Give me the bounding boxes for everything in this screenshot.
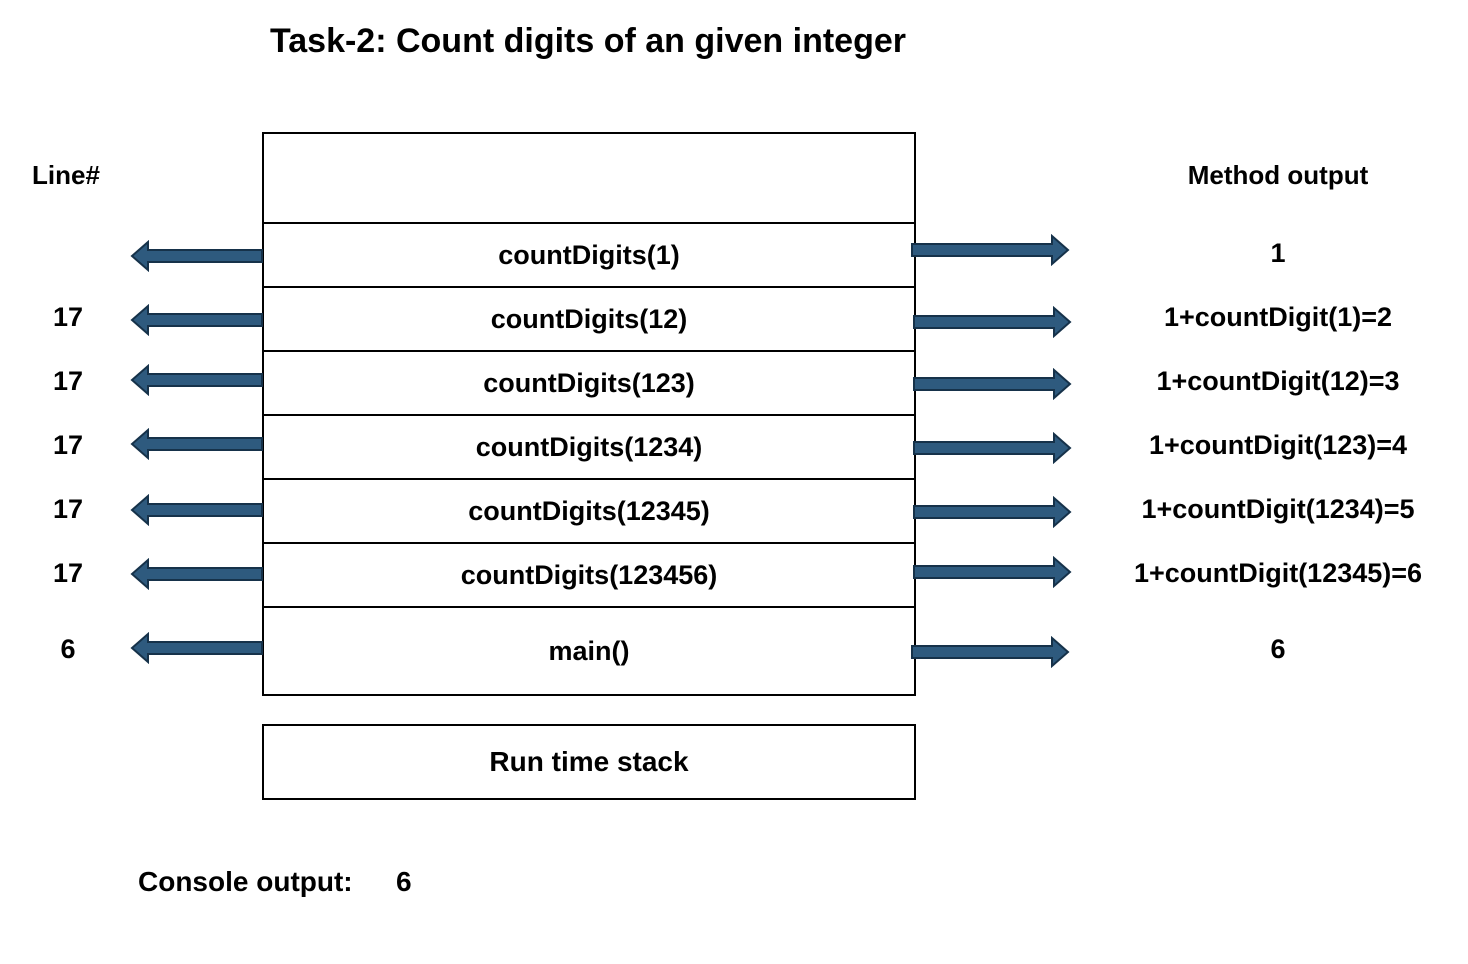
line-number-header: Line# bbox=[32, 160, 100, 190]
right-arrow-icon bbox=[913, 556, 1072, 588]
left-arrow-icon bbox=[130, 428, 263, 460]
left-arrow-icon bbox=[130, 632, 263, 664]
method-output: 1+countDigit(1234)=5 bbox=[1141, 494, 1415, 524]
method-output-header: Method output bbox=[1187, 160, 1369, 190]
method-output: 1+countDigit(123)=4 bbox=[1148, 430, 1408, 460]
stack-frame: countDigits(1234) bbox=[264, 414, 914, 478]
stack-caption: Run time stack bbox=[262, 724, 916, 800]
method-output: 1+countDigit(12345)=6 bbox=[1133, 558, 1423, 588]
right-arrow-icon bbox=[911, 234, 1070, 266]
stack-frame: countDigits(12345) bbox=[264, 478, 914, 542]
stack-frame: countDigits(1) bbox=[264, 222, 914, 286]
right-arrow-icon bbox=[913, 496, 1072, 528]
console-output-value: 6 bbox=[396, 866, 412, 897]
left-arrow-icon bbox=[130, 240, 263, 272]
left-arrow-icon bbox=[130, 558, 263, 590]
runtime-stack: countDigits(1) countDigits(12) countDigi… bbox=[262, 132, 916, 696]
stack-frame-main: main() bbox=[264, 606, 914, 694]
diagram-title: Task-2: Count digits of an given integer bbox=[270, 22, 906, 60]
line-number: 17 bbox=[52, 366, 84, 396]
left-arrow-icon bbox=[130, 494, 263, 526]
stack-frame: countDigits(123456) bbox=[264, 542, 914, 606]
left-arrow-icon bbox=[130, 304, 263, 336]
method-output: 1+countDigit(1)=2 bbox=[1163, 302, 1393, 332]
console-output-label: Console output: bbox=[138, 866, 353, 897]
right-arrow-icon bbox=[913, 306, 1072, 338]
empty-stack-slot bbox=[264, 134, 914, 222]
line-number: 6 bbox=[60, 634, 76, 664]
method-output: 1+countDigit(12)=3 bbox=[1156, 366, 1400, 396]
stack-frame: countDigits(123) bbox=[264, 350, 914, 414]
right-arrow-icon bbox=[913, 368, 1072, 400]
line-number: 17 bbox=[52, 558, 84, 588]
line-number: 17 bbox=[52, 302, 84, 332]
stack-frame: countDigits(12) bbox=[264, 286, 914, 350]
line-number: 17 bbox=[52, 430, 84, 460]
method-output: 1 bbox=[1270, 238, 1286, 268]
left-arrow-icon bbox=[130, 364, 263, 396]
right-arrow-icon bbox=[913, 432, 1072, 464]
method-output: 6 bbox=[1270, 634, 1286, 664]
right-arrow-icon bbox=[911, 636, 1070, 668]
line-number: 17 bbox=[52, 494, 84, 524]
